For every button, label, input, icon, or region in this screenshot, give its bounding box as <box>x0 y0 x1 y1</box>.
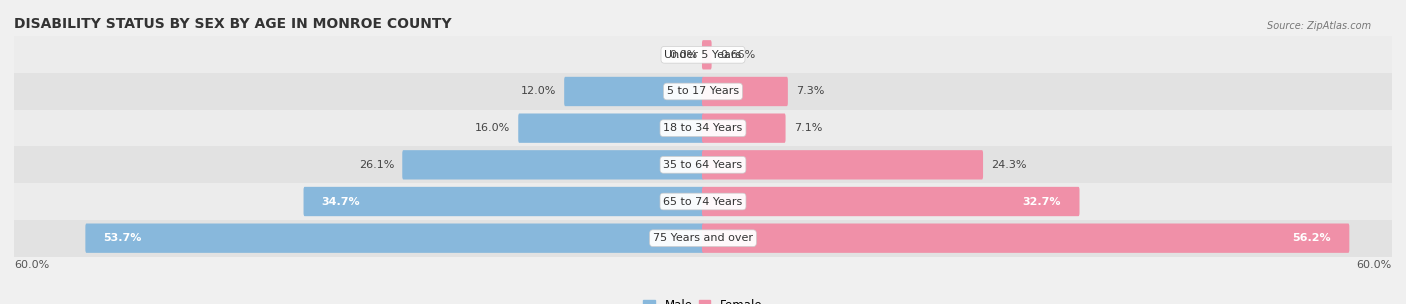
Text: Source: ZipAtlas.com: Source: ZipAtlas.com <box>1267 21 1371 31</box>
Text: 34.7%: 34.7% <box>322 196 360 206</box>
FancyBboxPatch shape <box>304 187 704 216</box>
Bar <box>14 36 1392 73</box>
FancyBboxPatch shape <box>519 113 704 143</box>
FancyBboxPatch shape <box>702 223 1350 253</box>
Text: 7.1%: 7.1% <box>794 123 823 133</box>
Text: 0.66%: 0.66% <box>720 50 755 60</box>
Text: DISABILITY STATUS BY SEX BY AGE IN MONROE COUNTY: DISABILITY STATUS BY SEX BY AGE IN MONRO… <box>14 17 451 31</box>
Text: 75 Years and over: 75 Years and over <box>652 233 754 243</box>
FancyBboxPatch shape <box>702 77 787 106</box>
Text: 56.2%: 56.2% <box>1292 233 1331 243</box>
FancyBboxPatch shape <box>564 77 704 106</box>
Bar <box>14 110 1392 147</box>
FancyBboxPatch shape <box>702 113 786 143</box>
FancyBboxPatch shape <box>86 223 704 253</box>
FancyBboxPatch shape <box>702 150 983 179</box>
Bar <box>14 183 1392 220</box>
Text: 65 to 74 Years: 65 to 74 Years <box>664 196 742 206</box>
Text: Under 5 Years: Under 5 Years <box>665 50 741 60</box>
Text: 0.0%: 0.0% <box>669 50 697 60</box>
Bar <box>14 73 1392 110</box>
Text: 16.0%: 16.0% <box>475 123 510 133</box>
FancyBboxPatch shape <box>702 40 711 70</box>
FancyBboxPatch shape <box>402 150 704 179</box>
Text: 35 to 64 Years: 35 to 64 Years <box>664 160 742 170</box>
Text: 32.7%: 32.7% <box>1022 196 1062 206</box>
Text: 60.0%: 60.0% <box>1357 260 1392 270</box>
Text: 26.1%: 26.1% <box>359 160 394 170</box>
Bar <box>14 147 1392 183</box>
Text: 18 to 34 Years: 18 to 34 Years <box>664 123 742 133</box>
Text: 12.0%: 12.0% <box>520 87 555 96</box>
Text: 7.3%: 7.3% <box>796 87 824 96</box>
FancyBboxPatch shape <box>702 187 1080 216</box>
Text: 5 to 17 Years: 5 to 17 Years <box>666 87 740 96</box>
Text: 53.7%: 53.7% <box>104 233 142 243</box>
Text: 60.0%: 60.0% <box>14 260 49 270</box>
Bar <box>14 220 1392 257</box>
Legend: Male, Female: Male, Female <box>644 299 762 304</box>
Text: 24.3%: 24.3% <box>991 160 1026 170</box>
